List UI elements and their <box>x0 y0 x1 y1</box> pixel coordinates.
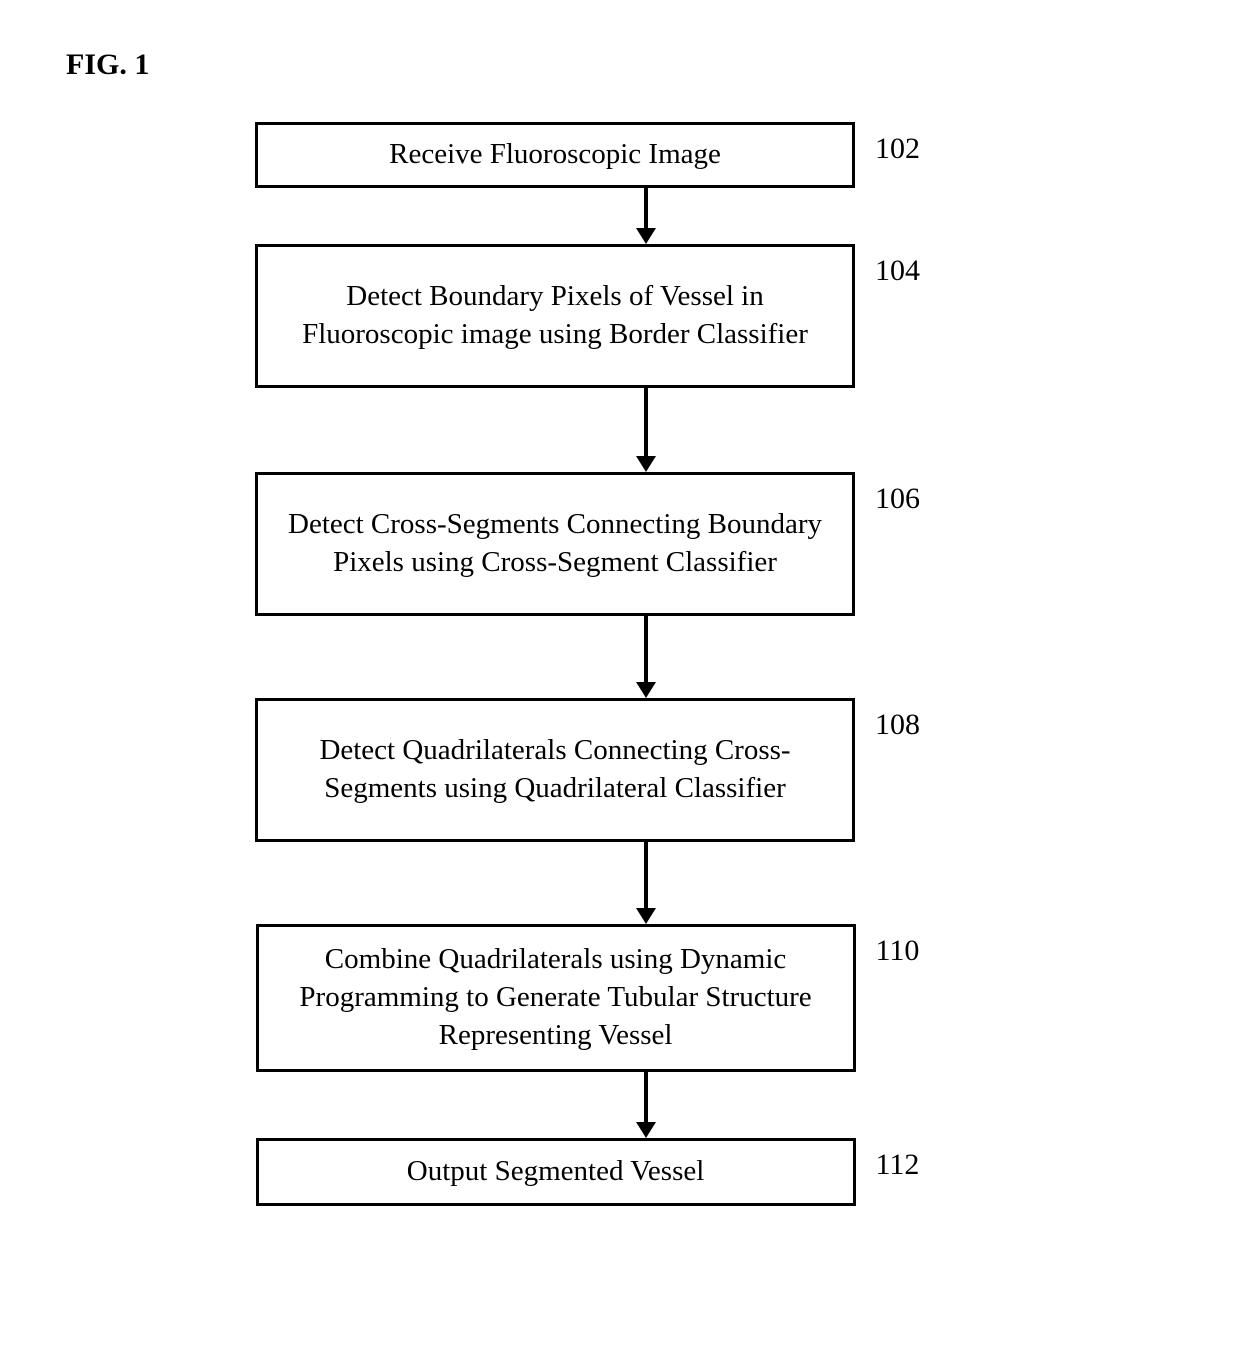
step-number-label: 104 <box>875 244 920 288</box>
step-box: Detect Cross-Segments Connecting Boundar… <box>255 472 855 616</box>
step-box: Receive Fluoroscopic Image <box>255 122 855 188</box>
step-row: Receive Fluoroscopic Image 102 <box>255 122 920 188</box>
step-number-label: 110 <box>876 924 920 968</box>
step-row: Combine Quadrilaterals using Dynamic Pro… <box>256 924 920 1072</box>
step-row: Detect Cross-Segments Connecting Boundar… <box>255 472 920 616</box>
step-number-label: 108 <box>875 698 920 742</box>
step-number-label: 106 <box>875 472 920 516</box>
step-number-label: 102 <box>875 122 920 166</box>
step-number-label: 112 <box>876 1138 920 1182</box>
arrow-down-icon <box>288 842 888 924</box>
arrow-down-icon <box>288 1072 888 1138</box>
step-box: Detect Quadrilaterals Connecting Cross-S… <box>255 698 855 842</box>
step-box: Detect Boundary Pixels of Vessel in Fluo… <box>255 244 855 388</box>
arrow-down-icon <box>288 188 888 244</box>
step-row: Detect Quadrilaterals Connecting Cross-S… <box>255 698 920 842</box>
arrow-down-icon <box>288 388 888 472</box>
arrow-down-icon <box>288 616 888 698</box>
step-row: Detect Boundary Pixels of Vessel in Fluo… <box>255 244 920 388</box>
step-box: Output Segmented Vessel <box>256 1138 856 1206</box>
step-box: Combine Quadrilaterals using Dynamic Pro… <box>256 924 856 1072</box>
step-row: Output Segmented Vessel 112 <box>256 1138 920 1206</box>
flowchart-container: Receive Fluoroscopic Image 102 Detect Boun… <box>255 122 920 1206</box>
figure-label: FIG. 1 <box>66 48 149 82</box>
